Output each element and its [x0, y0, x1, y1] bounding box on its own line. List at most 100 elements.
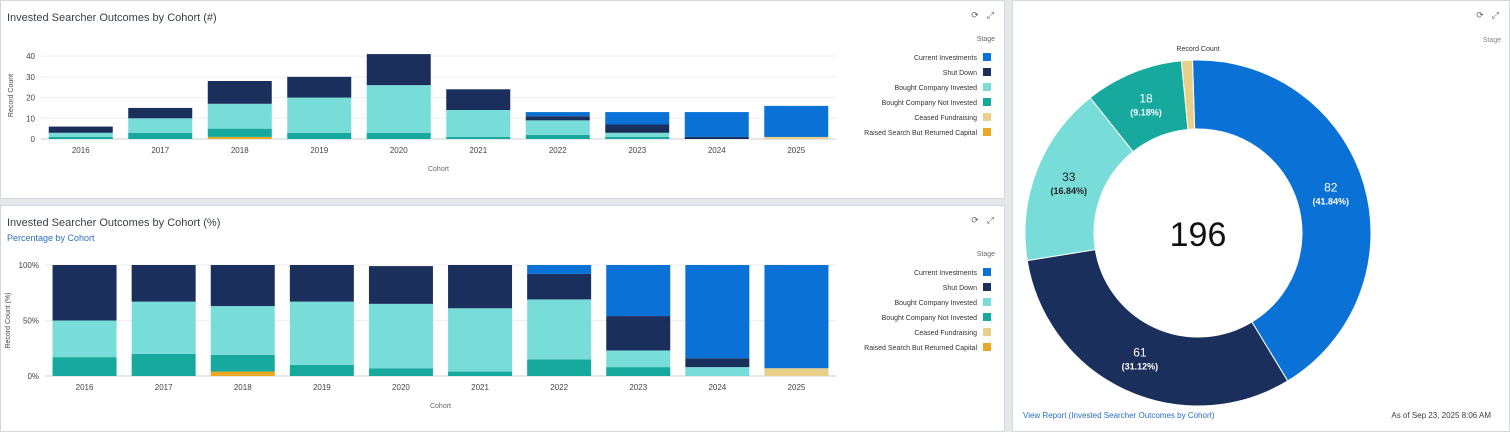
x-tick-label: 2018 [231, 146, 249, 155]
bar-segment-shut [685, 358, 750, 368]
y-tick-label: 30 [26, 73, 35, 82]
donut-percent-label: (31.12%) [1122, 362, 1159, 372]
bar-segment-notinv [606, 367, 671, 376]
x-tick-label: 2017 [151, 146, 169, 155]
legend-label: Raised Search But Returned Capital [864, 345, 977, 352]
x-tick-label: 2020 [392, 383, 410, 392]
y-tick-label: 0% [27, 372, 39, 381]
x-tick-label: 2021 [471, 383, 489, 392]
bar-segment-bought [287, 97, 352, 133]
panel-title: Invested Searcher Outcomes by Cohort (%) [7, 217, 221, 229]
legend-swatch-raised [983, 343, 991, 351]
legend-swatch-shut [983, 283, 991, 291]
legend-swatch-notinv [983, 98, 991, 106]
bar-segment-ceased [764, 368, 829, 376]
chart-panel-percent: Invested Searcher Outcomes by Cohort (%)… [0, 205, 1005, 432]
bar-segment-shut [289, 265, 354, 302]
x-axis-label: Cohort [430, 403, 451, 410]
bar-segment-shut [210, 265, 275, 307]
y-tick-label: 100% [19, 261, 39, 270]
x-tick-label: 2024 [708, 146, 726, 155]
bar-segment-raised [210, 371, 275, 376]
bar-segment-shut [287, 76, 352, 98]
refresh-icon[interactable]: ⟳ [971, 215, 979, 225]
y-tick-label: 40 [26, 52, 35, 61]
bar-segment-raised [207, 136, 272, 139]
legend-title: Stage [977, 36, 995, 43]
bar-segment-notinv [207, 128, 272, 137]
x-tick-label: 2024 [708, 383, 726, 392]
bar-segment-bought [48, 132, 113, 137]
x-tick-label: 2025 [787, 146, 805, 155]
bar-segment-current [685, 265, 750, 359]
x-tick-label: 2021 [469, 146, 487, 155]
bar-segment-shut [605, 124, 670, 133]
panel-subtitle: Percentage by Cohort [7, 233, 95, 243]
bar-segment-bought [366, 85, 431, 133]
legend-label: Current Investments [914, 55, 978, 62]
expand-icon[interactable]: ⤢ [986, 10, 994, 20]
x-tick-label: 2019 [313, 383, 331, 392]
bar-segment-bought [128, 118, 193, 133]
bar-segment-bought [605, 132, 670, 137]
donut-value-label: 33 [1062, 170, 1076, 184]
bar-segment-shut [48, 126, 113, 133]
y-tick-label: 50% [23, 317, 39, 326]
y-tick-label: 20 [26, 94, 35, 103]
bar-segment-notinv [366, 132, 431, 139]
x-tick-label: 2019 [310, 146, 328, 155]
bar-segment-shut [446, 89, 511, 110]
x-tick-label: 2020 [390, 146, 408, 155]
legend-title: Stage [977, 251, 995, 258]
legend-label: Bought Company Not Invested [882, 100, 977, 107]
bar-segment-shut [684, 136, 749, 139]
bar-segment-notinv [210, 354, 275, 372]
bar-segment-bought [525, 120, 590, 135]
expand-icon[interactable]: ⤢ [1491, 10, 1499, 20]
donut-value-label: 18 [1139, 92, 1153, 106]
bar-segment-current [525, 112, 590, 117]
chart-panel-donut: ⟳ ⤢ Record Count Stage 82 (41.84%) 61 (31.12%… [1012, 0, 1510, 432]
bar-segment-notinv [525, 134, 590, 139]
bar-segment-shut [131, 265, 196, 302]
bar-segment-bought [527, 299, 592, 360]
x-tick-label: 2016 [76, 383, 94, 392]
legend-label: Shut Down [943, 70, 977, 77]
expand-icon[interactable]: ⤢ [986, 215, 994, 225]
bar-segment-shut [128, 107, 193, 119]
y-tick-label: 10 [26, 114, 35, 123]
refresh-icon[interactable]: ⟳ [971, 10, 979, 20]
donut-percent-label: (9.18%) [1130, 108, 1162, 118]
bar-segment-bought [207, 103, 272, 129]
legend-swatch-bought [983, 83, 991, 91]
donut-chart: Record Count Stage 82 (41.84%) 61 (31.12%) 33 (… [1024, 37, 1501, 407]
bar-segment-notinv [131, 353, 196, 376]
refresh-icon[interactable]: ⟳ [1476, 10, 1484, 20]
legend-swatch-notinv [983, 313, 991, 321]
legend-title: Stage [1483, 37, 1501, 44]
bar-segment-notinv [448, 371, 513, 376]
bar-segment-notinv [287, 132, 352, 139]
bar-segment-current [527, 265, 592, 274]
x-tick-label: 2025 [788, 383, 806, 392]
bar-segment-current [606, 265, 671, 317]
donut-value-label: 82 [1324, 181, 1338, 195]
bar-segment-notinv [605, 136, 670, 139]
count-bar-chart: 0 10 20 30 40 Record Count 2016 2017 2018 2019 202… [8, 36, 995, 173]
legend-swatch-ceased [983, 113, 991, 121]
percent-bar-chart: 0% 50% 100% Record Count (%) 2016 2017 2018 201… [5, 251, 995, 410]
bar-segment-notinv [52, 357, 117, 376]
donut-slice-shut [1026, 249, 1289, 407]
x-tick-label: 2017 [155, 383, 173, 392]
view-report-link[interactable]: View Report (Invested Searcher Outcomes … [1023, 411, 1215, 420]
bar-segment-bought [289, 301, 354, 365]
donut-slice-ceased [1180, 59, 1196, 131]
legend-label: Current Investments [914, 270, 978, 277]
legend-swatch-ceased [983, 328, 991, 336]
panel-title: Invested Searcher Outcomes by Cohort (#) [7, 12, 217, 24]
legend-swatch-shut [983, 68, 991, 76]
x-tick-label: 2022 [550, 383, 568, 392]
bar-segment-notinv [128, 132, 193, 139]
bar-segment-bought [52, 320, 117, 358]
bar-segment-bought [368, 303, 433, 369]
